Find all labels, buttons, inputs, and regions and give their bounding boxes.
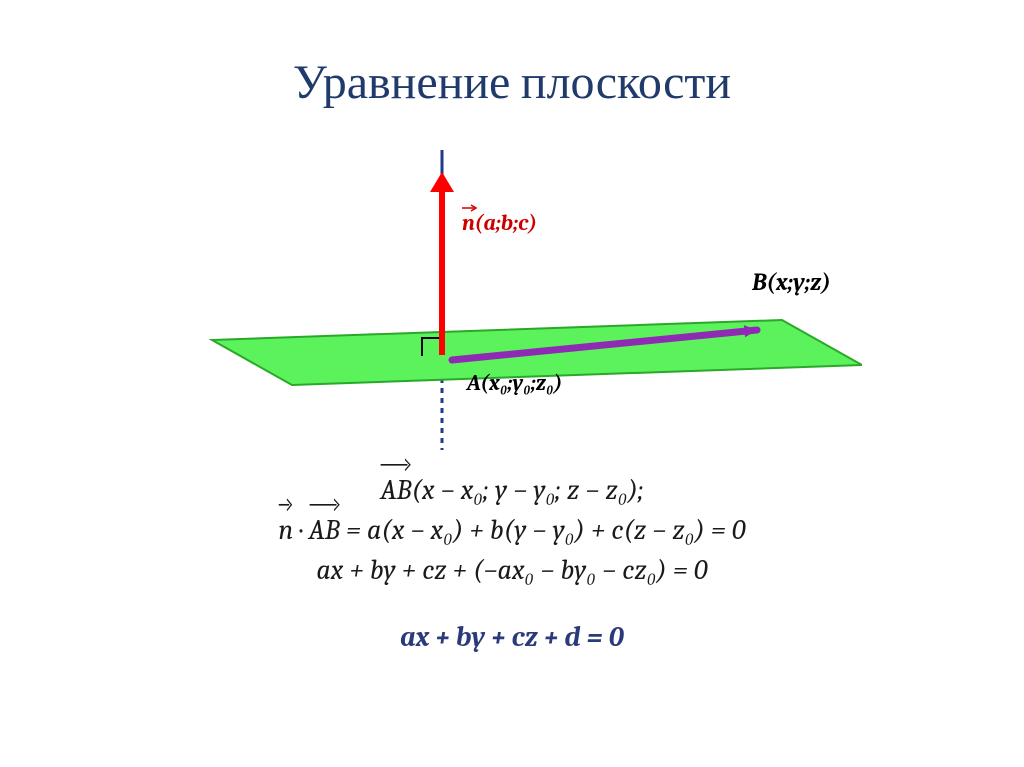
vector-ab-text: AB: [380, 474, 411, 506]
equation-2-rest: = a(x − x₀) + b(y − y₀) + c(z − z₀) = 0: [340, 514, 746, 546]
vector-ab-symbol: AB: [380, 472, 411, 510]
plane-diagram: n(a;b;c) A(x₀;y₀;z₀) B(x;y;z): [162, 150, 862, 450]
equation-line-3: ax + by + cz + (−ax₀ − by₀ − cz₀) = 0: [0, 552, 1024, 590]
equation-line-2: n · AB = a(x − x₀) + b(y − y₀) + c(z − z…: [0, 512, 1024, 550]
equation-1-rest: (x − x₀; y − y₀; z − z₀);: [412, 474, 644, 506]
vector-ab-symbol-2: AB: [309, 512, 340, 550]
svg-text:B(x;y;z): B(x;y;z): [751, 268, 831, 296]
page-title: Уравнение плоскости: [0, 55, 1024, 110]
vector-n-text: n: [278, 514, 293, 546]
equation-final: ax + by + cz + d = 0: [0, 619, 1024, 657]
vector-n-symbol: n: [278, 512, 293, 550]
vector-ab-text-2: AB: [309, 514, 340, 546]
svg-text:A(x₀;y₀;z₀): A(x₀;y₀;z₀): [465, 370, 562, 396]
equations-block: AB (x − x₀; y − y₀; z − z₀); n · AB = a(…: [0, 470, 1024, 659]
svg-text:n(a;b;c): n(a;b;c): [462, 210, 537, 236]
dot-operator: ·: [293, 514, 308, 546]
equation-line-1: AB (x − x₀; y − y₀; z − z₀);: [0, 472, 1024, 510]
